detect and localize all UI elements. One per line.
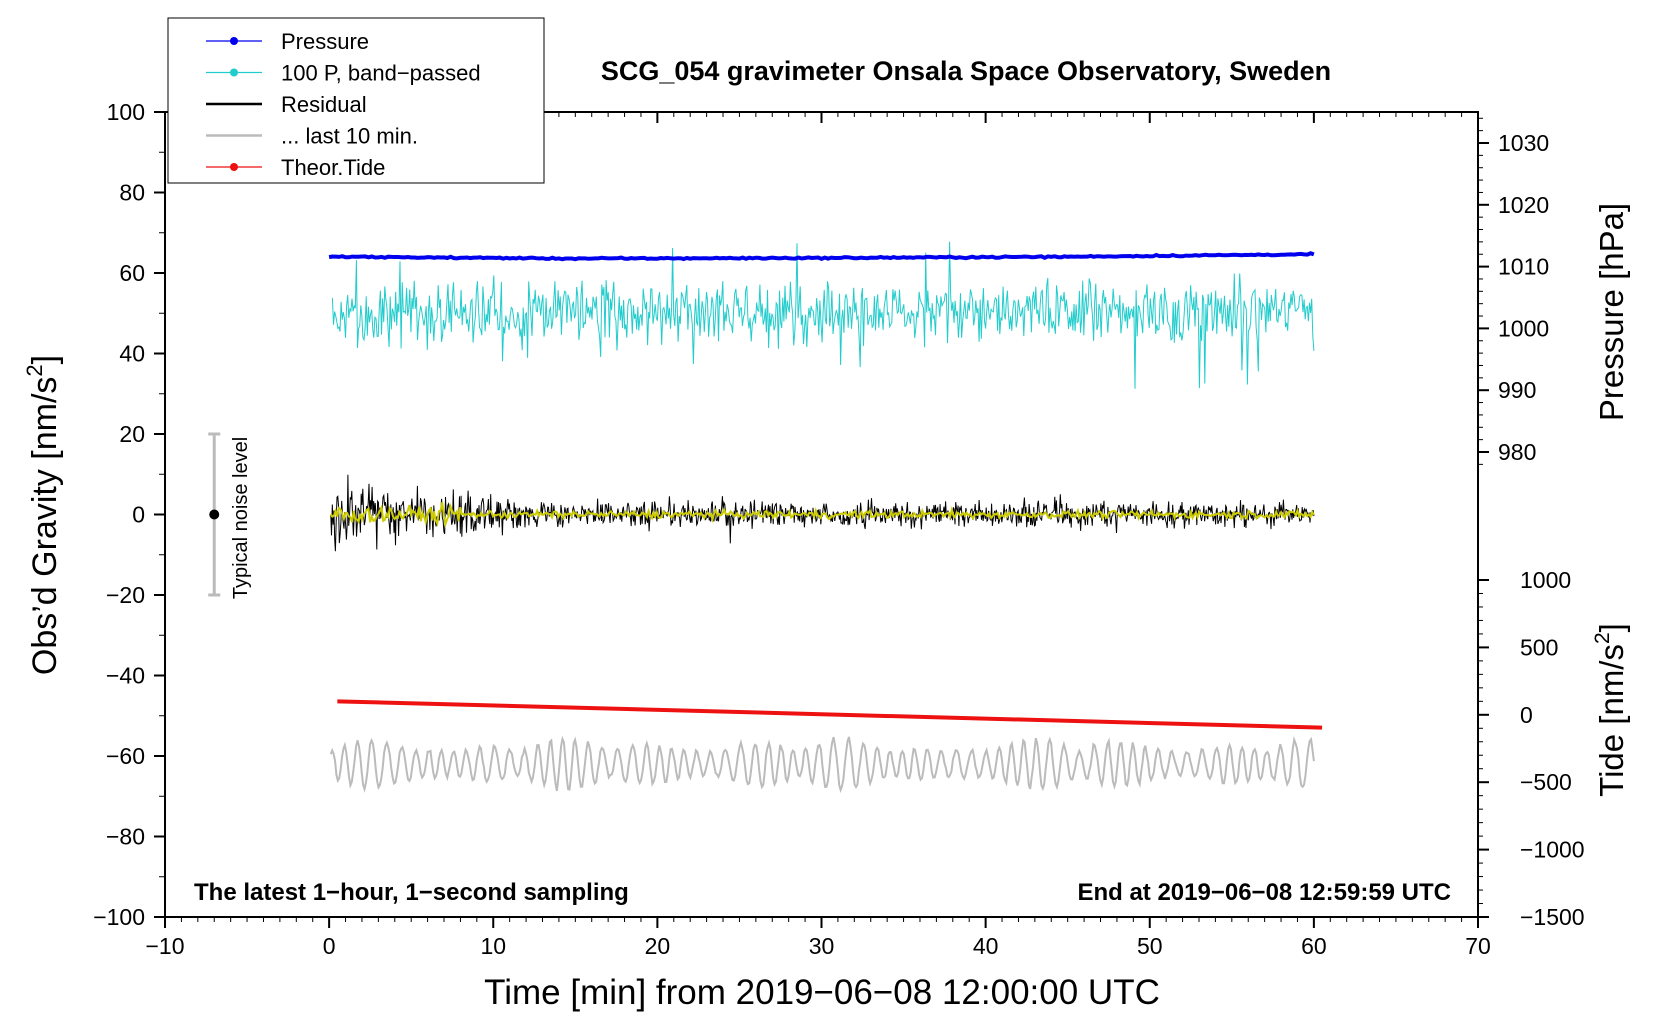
series-last-10-min-line <box>329 735 1315 794</box>
series-pressure-line <box>328 251 1315 262</box>
x-tick-label: 10 <box>480 933 506 959</box>
y-axis-label-pressure: Pressure [hPa] <box>1593 203 1630 421</box>
legend-box <box>167 17 545 184</box>
legend-label: Residual <box>281 92 367 117</box>
legend-label: ... last 10 min. <box>281 124 418 149</box>
legend-label: Theor.Tide <box>281 155 385 180</box>
x-tick-label: 60 <box>1301 933 1327 959</box>
legend-swatch-marker <box>230 68 238 77</box>
noise-level-indicator: Typical noise level <box>208 432 252 599</box>
tide-tick-label: −500 <box>1520 769 1572 795</box>
y-tick-label: 20 <box>119 421 145 447</box>
pressure-tick-label: 1020 <box>1498 192 1549 218</box>
y-tick-label: 0 <box>132 502 145 528</box>
y-tick-label: 40 <box>119 341 145 367</box>
x-tick-label: 0 <box>323 933 336 959</box>
y-tick-label: −100 <box>93 904 145 930</box>
y-tick-label: 60 <box>119 260 145 286</box>
annotation-right: End at 2019−06−08 12:59:59 UTC <box>1077 879 1451 906</box>
pressure-tick-label: 990 <box>1498 377 1536 403</box>
legend-swatch-marker <box>230 163 238 171</box>
tide-tick-label: 0 <box>1520 702 1533 728</box>
y-tick-label: 80 <box>119 180 145 206</box>
x-tick-label: 30 <box>809 933 835 959</box>
legend-label: 100 P, band−passed <box>281 61 481 86</box>
y-tick-label: −60 <box>106 743 145 769</box>
y-axis-label-left: Obs’d Gravity [nm/s2] <box>22 355 64 675</box>
y-tick-label: −40 <box>106 663 145 689</box>
annotation-left: The latest 1−hour, 1−second sampling <box>194 879 629 906</box>
series-band-passed-line <box>331 241 1315 389</box>
pressure-tick-label: 1000 <box>1498 315 1549 341</box>
tide-tick-label: 500 <box>1520 634 1558 660</box>
tide-tick-label: −1500 <box>1520 904 1585 930</box>
legend: Pressure 100 P, band−passed Residual ... la… <box>167 17 545 184</box>
noise-label: Typical noise level <box>230 437 252 599</box>
y-tick-label: 100 <box>107 99 145 125</box>
tide-tick-label: −1000 <box>1520 837 1585 863</box>
y-tick-label: −80 <box>106 824 145 850</box>
chart-title: SCG_054 gravimeter Onsala Space Observat… <box>601 56 1331 86</box>
x-axis-label: Time [min] from 2019−06−08 12:00:00 UTC <box>484 973 1160 1012</box>
x-tick-label: 40 <box>973 933 999 959</box>
legend-swatch-marker <box>230 37 238 45</box>
x-tick-label: −10 <box>145 933 184 959</box>
y-tick-label: −20 <box>106 582 145 608</box>
x-tick-label: 70 <box>1465 933 1491 959</box>
pressure-tick-label: 1030 <box>1498 130 1549 156</box>
y-axis-label-tide: Tide [nm/s2] <box>1591 623 1630 797</box>
x-tick-label: 20 <box>645 933 671 959</box>
pressure-tick-label: 980 <box>1498 439 1536 465</box>
series-residual-smoothed-line <box>329 502 1315 529</box>
legend-label: Pressure <box>281 29 369 54</box>
pressure-tick-label: 1010 <box>1498 254 1549 280</box>
series-theor-tide-line <box>337 699 1323 730</box>
x-tick-label: 50 <box>1137 933 1163 959</box>
noise-dot <box>209 509 220 520</box>
tide-tick-label: 1000 <box>1520 567 1571 593</box>
